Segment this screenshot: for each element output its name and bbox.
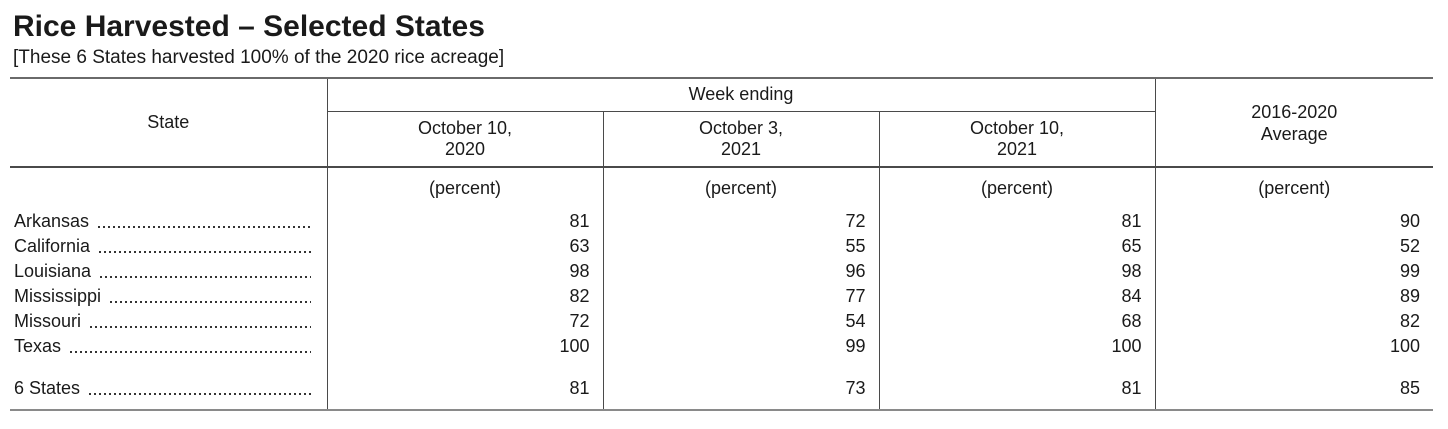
header-row-group: State Week ending 2016-2020 Average (10, 78, 1433, 167)
total-value-cell: 81 (326, 375, 603, 402)
dot-leader (70, 351, 311, 353)
unit-label: (percent) (1154, 166, 1433, 209)
table-row-arkansas: Arkansas 81 72 81 90 (10, 209, 1433, 234)
value-cell: 65 (878, 234, 1155, 259)
unit-label: (percent) (878, 166, 1155, 209)
state-label: Mississippi (14, 286, 102, 306)
date-line1: October 3, (698, 117, 784, 138)
state-cell: Mississippi (10, 284, 327, 309)
state-label: Texas (14, 336, 62, 356)
dot-leader (98, 226, 311, 228)
state-cell: Louisiana (10, 259, 327, 284)
state-cell: Missouri (10, 309, 327, 334)
column-header-oct10-2021: October 10, 2021 (878, 111, 1155, 167)
dot-leader (89, 393, 311, 395)
dot-leader (110, 301, 311, 303)
value-cell: 100 (326, 334, 603, 359)
date-line2: 2021 (720, 138, 762, 159)
total-value-cell: 81 (878, 375, 1155, 402)
state-cell: California (10, 234, 327, 259)
average-header-line2: Average (1260, 123, 1328, 144)
state-cell: Arkansas (10, 209, 327, 234)
spacer-cell (602, 359, 879, 375)
dot-leader (99, 251, 311, 253)
spacer-cell (878, 402, 1155, 410)
value-cell: 99 (602, 334, 879, 359)
header-row-dates: October 10, 2020 October 3, 2021 October… (10, 111, 1433, 167)
spacer-cell (10, 402, 327, 410)
page-title: Rice Harvested – Selected States (13, 10, 485, 43)
column-group-header-week-ending: Week ending (326, 78, 1155, 112)
dot-leader (90, 326, 311, 328)
date-line1: October 10, (417, 117, 513, 138)
column-header-oct3-2021: October 3, 2021 (602, 111, 879, 167)
spacer-row (10, 359, 1433, 375)
value-cell: 72 (602, 209, 879, 234)
spacer-cell (326, 359, 603, 375)
units-cell-empty (10, 166, 327, 209)
value-cell: 77 (602, 284, 879, 309)
value-cell: 52 (1154, 234, 1433, 259)
spacer-cell (1154, 359, 1433, 375)
state-cell: Texas (10, 334, 327, 359)
value-cell: 90 (1154, 209, 1433, 234)
value-cell: 63 (326, 234, 603, 259)
value-cell: 89 (1154, 284, 1433, 309)
total-label: 6 States (14, 378, 81, 398)
spacer-cell (1154, 402, 1433, 410)
column-header-average: 2016-2020 Average (1154, 78, 1433, 167)
table-row-california: California 63 55 65 52 (10, 234, 1433, 259)
rice-harvested-table: State Week ending 2016-2020 Average Octo… (10, 77, 1433, 411)
units-row: (percent) (percent) (percent) (percent) (10, 166, 1433, 209)
value-cell: 72 (326, 309, 603, 334)
total-value-cell: 85 (1154, 375, 1433, 402)
unit-label: (percent) (602, 166, 879, 209)
value-cell: 54 (602, 309, 879, 334)
state-cell: 6 States (10, 375, 327, 402)
table-row-total-6-states: 6 States 81 73 81 85 (10, 375, 1433, 402)
value-cell: 55 (602, 234, 879, 259)
state-label: Missouri (14, 311, 82, 331)
state-label: California (14, 236, 91, 256)
spacer-cell (878, 359, 1155, 375)
value-cell: 82 (326, 284, 603, 309)
state-label: Arkansas (14, 211, 90, 231)
table-row-mississippi: Mississippi 82 77 84 89 (10, 284, 1433, 309)
value-cell: 81 (326, 209, 603, 234)
date-line1: October 10, (969, 117, 1065, 138)
value-cell: 84 (878, 284, 1155, 309)
spacer-cell (326, 402, 603, 410)
average-header-line1: 2016-2020 (1251, 101, 1338, 122)
value-cell: 100 (878, 334, 1155, 359)
value-cell: 99 (1154, 259, 1433, 284)
value-cell: 98 (878, 259, 1155, 284)
report-page: Rice Harvested – Selected States [These … (10, 10, 1433, 411)
state-label: Louisiana (14, 261, 92, 281)
date-line2: 2020 (444, 138, 486, 159)
value-cell: 82 (1154, 309, 1433, 334)
column-header-oct10-2020: October 10, 2020 (326, 111, 603, 167)
bottom-pad-row (10, 402, 1433, 410)
dot-leader (100, 276, 311, 278)
value-cell: 100 (1154, 334, 1433, 359)
value-cell: 98 (326, 259, 603, 284)
page-subtitle: [These 6 States harvested 100% of the 20… (13, 47, 505, 68)
table-row-louisiana: Louisiana 98 96 98 99 (10, 259, 1433, 284)
unit-label: (percent) (326, 166, 603, 209)
value-cell: 81 (878, 209, 1155, 234)
table-row-texas: Texas 100 99 100 100 (10, 334, 1433, 359)
table-row-missouri: Missouri 72 54 68 82 (10, 309, 1433, 334)
date-line2: 2021 (996, 138, 1038, 159)
spacer-cell (10, 359, 327, 375)
value-cell: 68 (878, 309, 1155, 334)
spacer-cell (602, 402, 879, 410)
total-value-cell: 73 (602, 375, 879, 402)
value-cell: 96 (602, 259, 879, 284)
column-header-state: State (147, 112, 190, 132)
